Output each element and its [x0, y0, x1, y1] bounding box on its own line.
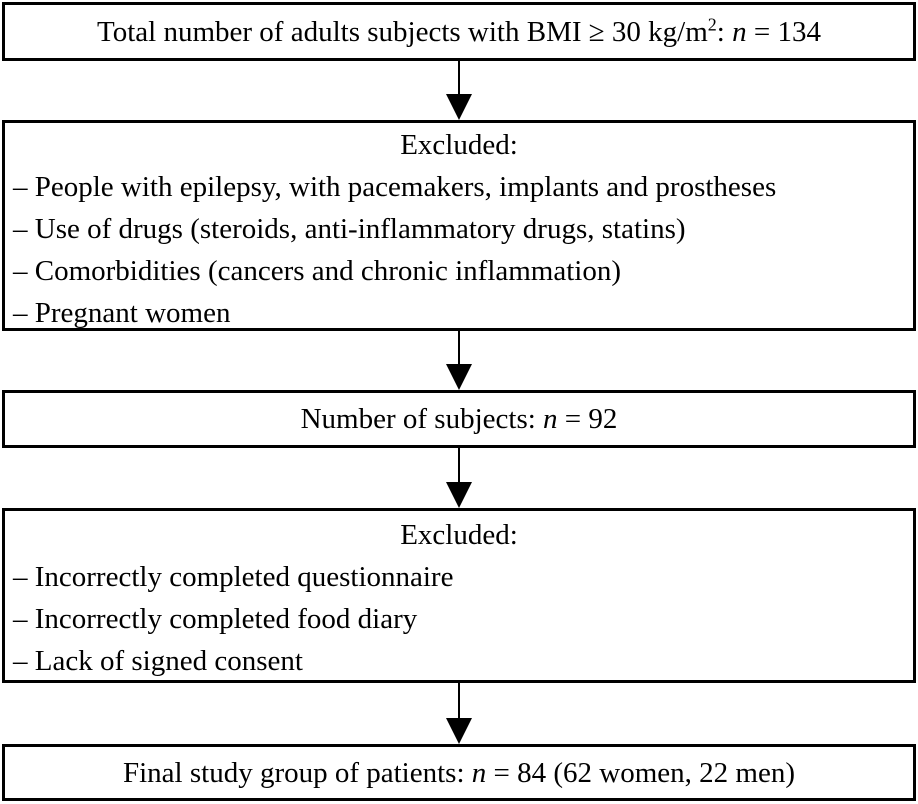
box-exclusions-second: Excluded: – Incorrectly completed questi… — [2, 508, 916, 683]
exclusion-item: – Incorrectly completed questionnaire — [13, 561, 454, 593]
box-exclusions-first: Excluded: – People with epilepsy, with p… — [2, 120, 916, 331]
arrow-stem — [458, 448, 460, 485]
arrow-head-icon — [446, 94, 472, 120]
exclusion-item: – Lack of signed consent — [13, 645, 303, 677]
italic-n: n — [471, 756, 487, 789]
box-total-subjects: Total number of adults subjects with BMI… — [2, 2, 916, 61]
flow-arrow-down-1 — [0, 61, 918, 120]
arrow-stem — [458, 61, 460, 97]
exclusion-item: – People with epilepsy, with pacemakers,… — [13, 171, 777, 203]
arrow-head-icon — [446, 718, 472, 744]
arrow-head-icon — [446, 364, 472, 390]
exclusion-item: – Use of drugs (steroids, anti-inflammat… — [13, 213, 686, 245]
box-subjects-count-text: Number of subjects: n = 92 — [300, 403, 618, 435]
italic-n: n — [543, 403, 558, 435]
exclusion-item: – Incorrectly completed food diary — [13, 603, 418, 635]
arrow-head-icon — [446, 482, 472, 508]
superscript-two: 2 — [707, 13, 717, 34]
exclusions-first-title: Excluded: — [400, 129, 518, 161]
exclusions-second-list: – Incorrectly completed questionnaire – … — [5, 556, 913, 682]
box-final-group: Final study group of patients: n = 84 (6… — [2, 744, 916, 801]
exclusions-first-list: – People with epilepsy, with pacemakers,… — [5, 166, 913, 334]
arrow-stem — [458, 331, 460, 367]
flow-arrow-down-3 — [0, 448, 918, 508]
flow-arrow-down-2 — [0, 331, 918, 390]
arrow-stem — [458, 683, 460, 721]
exclusions-second-title: Excluded: — [400, 519, 518, 551]
exclusion-item: – Pregnant women — [13, 297, 231, 329]
flow-arrow-down-4 — [0, 683, 918, 744]
box-final-group-text: Final study group of patients: n = 84 (6… — [122, 756, 795, 789]
box-total-subjects-text: Total number of adults subjects with BMI… — [97, 13, 821, 48]
box-subjects-count: Number of subjects: n = 92 — [2, 390, 916, 448]
exclusion-item: – Comorbidities (cancers and chronic inf… — [13, 255, 622, 287]
italic-n: n — [732, 15, 747, 48]
